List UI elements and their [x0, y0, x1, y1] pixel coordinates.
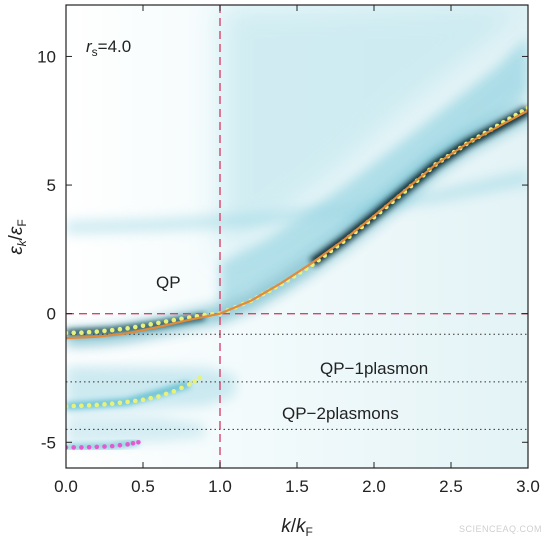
x-tick-label: 1.0 [208, 477, 232, 496]
series-2-point [148, 395, 153, 401]
series-2-point [171, 389, 177, 394]
y-axis-label: εk/εF [6, 219, 29, 254]
series-2-point [133, 398, 138, 404]
series-2-point [156, 394, 161, 399]
series-2-point [179, 385, 184, 391]
x-tick-label: 0.0 [54, 477, 78, 496]
x-tick-label: 3.0 [516, 477, 540, 496]
series-2-point [163, 391, 169, 397]
y-tick-label: 0 [47, 305, 56, 324]
series-2-point [79, 403, 84, 409]
series-3-point [125, 442, 130, 447]
series-3-point [136, 439, 141, 445]
series-3-point [130, 441, 136, 446]
heatmap-satellite-2 [66, 416, 205, 445]
x-axis-label: k/kF [281, 516, 313, 539]
series-0-point [148, 322, 153, 327]
series-2-point [125, 399, 130, 405]
rs-parameter-label: rs=4.0 [86, 37, 131, 59]
x-axis: 0.0 0.5 1.0 1.5 2.0 2.5 3.0 [54, 5, 540, 496]
series-0-point [133, 324, 138, 330]
x-tick-label: 2.0 [362, 477, 386, 496]
series-0-point [94, 329, 100, 334]
series-0-point [140, 323, 146, 329]
y-axis: -5 0 5 10 [37, 47, 528, 452]
series-2-point [86, 403, 92, 408]
series-0-point [79, 330, 84, 336]
series-3-point [102, 444, 107, 449]
watermark: SCIENCEAQ.COM [458, 524, 542, 534]
series-0-point [86, 329, 92, 335]
spectral-heatmap [66, 5, 528, 468]
series-0-point [163, 319, 169, 324]
series-2-point [109, 401, 115, 406]
series-0-point [179, 316, 184, 322]
y-tick-label: 10 [37, 47, 56, 66]
annotation-qp: QP [156, 273, 181, 292]
series-0-point [125, 326, 130, 331]
series-3-point [109, 443, 115, 449]
annotation-qp-2plasmons: QP−2plasmons [282, 404, 399, 423]
y-tick-label: -5 [41, 433, 56, 452]
series-0-point [102, 328, 107, 334]
series-3-point [79, 445, 84, 450]
x-tick-label: 1.5 [285, 477, 309, 496]
series-3-point [86, 444, 92, 450]
series-2-point [71, 403, 76, 409]
reference-lines [66, 5, 528, 468]
series-3-point [71, 445, 76, 450]
annotation-qp-1plasmon: QP−1plasmon [320, 359, 428, 378]
heatmap-upper-band [220, 35, 528, 307]
series-2-point [94, 402, 100, 408]
series-1-line [66, 109, 528, 340]
series-0-point [109, 327, 115, 333]
series-3-point [117, 442, 123, 448]
x-tick-label: 2.5 [439, 477, 463, 496]
x-tick-label: 0.5 [131, 477, 155, 496]
series-2-point [192, 378, 197, 384]
series-0-point [171, 317, 177, 323]
series-0-point [71, 330, 76, 336]
heatmap-upper-continuum [220, 5, 528, 258]
series-3-point [94, 444, 100, 450]
series-2-point [186, 382, 192, 387]
heatmap-plasmon-band [66, 169, 528, 234]
series-2-point [117, 400, 123, 406]
series-0-point [156, 320, 161, 326]
series-2-point [102, 402, 107, 407]
y-tick-label: 5 [47, 176, 56, 195]
data-series [66, 105, 528, 450]
series-0-point [117, 326, 123, 332]
series-2-point [140, 397, 146, 403]
series-2-point [197, 375, 203, 381]
